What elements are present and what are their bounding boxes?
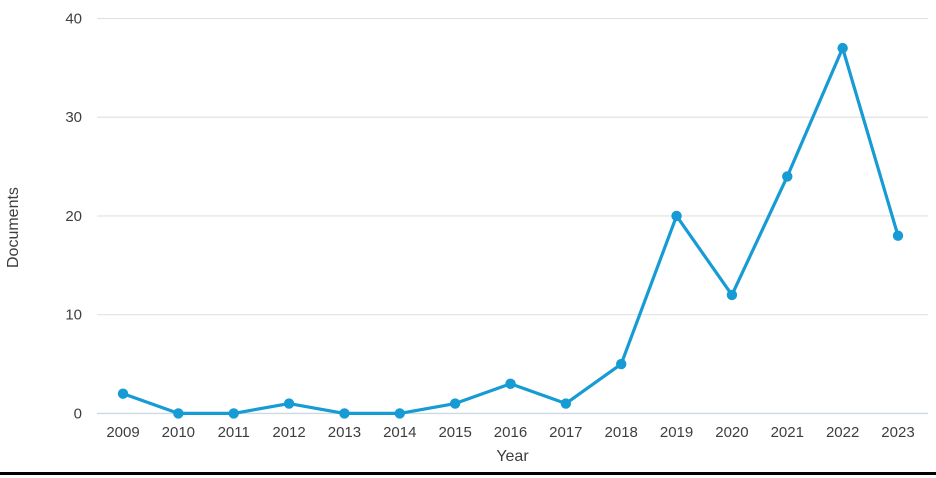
data-point-2014[interactable]	[394, 408, 405, 419]
x-tick-label: 2020	[715, 424, 748, 441]
x-tick-label: 2017	[549, 424, 582, 441]
x-tick-label: 2012	[272, 424, 305, 441]
x-tick-label: 2011	[218, 424, 250, 441]
x-tick-label: 2009	[106, 424, 139, 441]
data-point-2012[interactable]	[283, 398, 295, 409]
data-point-2023[interactable]	[892, 230, 904, 241]
y-tick-label: 30	[65, 109, 82, 126]
x-tick-label: 2014	[383, 424, 416, 441]
y-tick-label: 10	[65, 307, 82, 324]
data-point-2016[interactable]	[505, 378, 516, 389]
data-point-2019[interactable]	[671, 210, 682, 222]
series-line-documents	[121, 46, 900, 415]
y-tick-label: 40	[65, 11, 82, 28]
x-axis-title: Year	[496, 448, 529, 465]
data-point-2022[interactable]	[837, 42, 848, 54]
y-tick-label: 0	[74, 405, 82, 422]
data-point-2009[interactable]	[117, 388, 129, 399]
x-tick-label: 2015	[438, 424, 471, 441]
data-point-2011[interactable]	[228, 408, 239, 419]
x-tick-label: 2010	[162, 424, 195, 441]
data-point-2020[interactable]	[726, 289, 738, 301]
data-point-2017[interactable]	[560, 398, 572, 409]
data-point-2015[interactable]	[449, 398, 461, 409]
x-tick-label: 2016	[494, 424, 527, 441]
x-tick-label: 2023	[881, 424, 914, 441]
data-point-2021[interactable]	[782, 171, 793, 182]
x-tick-label: 2018	[605, 424, 638, 441]
x-tick-label: 2019	[660, 424, 693, 441]
x-tick-label: 2013	[328, 424, 361, 441]
bottom-divider	[0, 472, 936, 475]
x-tick-label: 2022	[826, 424, 859, 441]
y-tick-label: 20	[65, 208, 82, 225]
data-point-2013[interactable]	[339, 408, 350, 419]
data-point-2010[interactable]	[173, 408, 184, 419]
x-tick-label: 2021	[771, 424, 804, 441]
data-point-2018[interactable]	[616, 358, 627, 370]
